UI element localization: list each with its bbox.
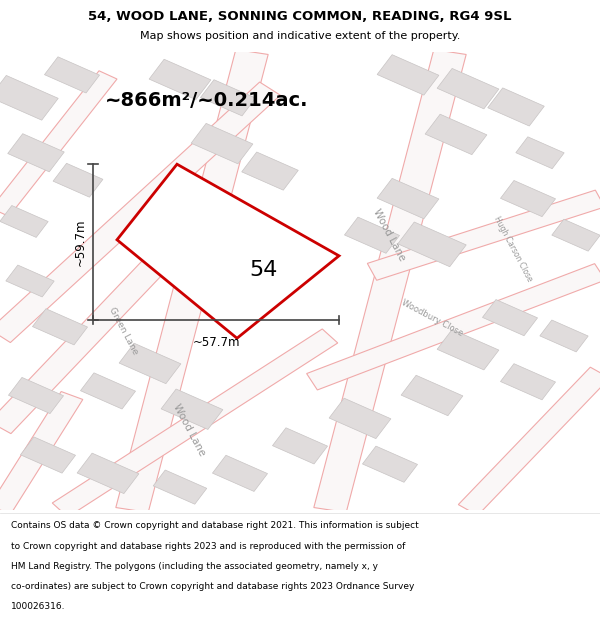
- Polygon shape: [53, 163, 103, 197]
- Polygon shape: [32, 309, 88, 345]
- Polygon shape: [80, 373, 136, 409]
- Polygon shape: [488, 88, 544, 126]
- Text: 54: 54: [249, 259, 277, 279]
- Polygon shape: [362, 446, 418, 483]
- Polygon shape: [44, 57, 100, 93]
- Polygon shape: [367, 190, 600, 280]
- Polygon shape: [242, 152, 298, 190]
- Polygon shape: [0, 76, 58, 120]
- Text: ~57.7m: ~57.7m: [192, 336, 240, 349]
- Polygon shape: [307, 264, 600, 390]
- Polygon shape: [500, 364, 556, 400]
- Polygon shape: [212, 455, 268, 491]
- Polygon shape: [8, 378, 64, 414]
- Polygon shape: [0, 82, 280, 342]
- Polygon shape: [149, 59, 211, 100]
- Polygon shape: [8, 134, 64, 172]
- Polygon shape: [500, 181, 556, 217]
- Polygon shape: [116, 49, 268, 512]
- Polygon shape: [425, 114, 487, 154]
- Polygon shape: [377, 54, 439, 95]
- Text: to Crown copyright and database rights 2023 and is reproduced with the permissio: to Crown copyright and database rights 2…: [11, 542, 405, 551]
- Text: 54, WOOD LANE, SONNING COMMON, READING, RG4 9SL: 54, WOOD LANE, SONNING COMMON, READING, …: [88, 11, 512, 23]
- Polygon shape: [344, 217, 400, 253]
- Polygon shape: [191, 123, 253, 164]
- Polygon shape: [552, 219, 600, 251]
- Polygon shape: [377, 178, 439, 219]
- Text: Contains OS data © Crown copyright and database right 2021. This information is : Contains OS data © Crown copyright and d…: [11, 521, 419, 531]
- Polygon shape: [437, 68, 499, 109]
- Text: Wood Lane: Wood Lane: [171, 402, 207, 458]
- Polygon shape: [161, 389, 223, 429]
- Text: co-ordinates) are subject to Crown copyright and database rights 2023 Ordnance S: co-ordinates) are subject to Crown copyr…: [11, 582, 414, 591]
- Text: Wood Lane: Wood Lane: [371, 208, 407, 263]
- Text: Green Lane: Green Lane: [107, 306, 139, 356]
- Text: HM Land Registry. The polygons (including the associated geometry, namely x, y: HM Land Registry. The polygons (includin…: [11, 562, 378, 571]
- Polygon shape: [119, 343, 181, 384]
- Polygon shape: [516, 137, 564, 169]
- Text: 100026316.: 100026316.: [11, 602, 65, 611]
- Polygon shape: [458, 367, 600, 516]
- Polygon shape: [6, 265, 54, 297]
- Polygon shape: [0, 391, 83, 514]
- Polygon shape: [0, 220, 203, 434]
- Polygon shape: [0, 71, 117, 216]
- Text: Woodbury Close: Woodbury Close: [400, 298, 464, 338]
- Polygon shape: [540, 320, 588, 352]
- Polygon shape: [401, 375, 463, 416]
- Polygon shape: [200, 80, 256, 116]
- Polygon shape: [0, 206, 48, 238]
- Text: Hugh Carson Close: Hugh Carson Close: [492, 215, 534, 283]
- Polygon shape: [117, 164, 339, 338]
- Polygon shape: [329, 398, 391, 439]
- Polygon shape: [153, 470, 207, 504]
- Polygon shape: [437, 329, 499, 370]
- Polygon shape: [52, 329, 338, 517]
- Polygon shape: [314, 49, 466, 512]
- Text: ~866m²/~0.214ac.: ~866m²/~0.214ac.: [105, 91, 308, 109]
- Polygon shape: [20, 437, 76, 473]
- Polygon shape: [272, 428, 328, 464]
- Polygon shape: [482, 299, 538, 336]
- Text: ~59.7m: ~59.7m: [73, 218, 86, 266]
- Polygon shape: [398, 222, 466, 267]
- Polygon shape: [77, 453, 139, 494]
- Text: Map shows position and indicative extent of the property.: Map shows position and indicative extent…: [140, 31, 460, 41]
